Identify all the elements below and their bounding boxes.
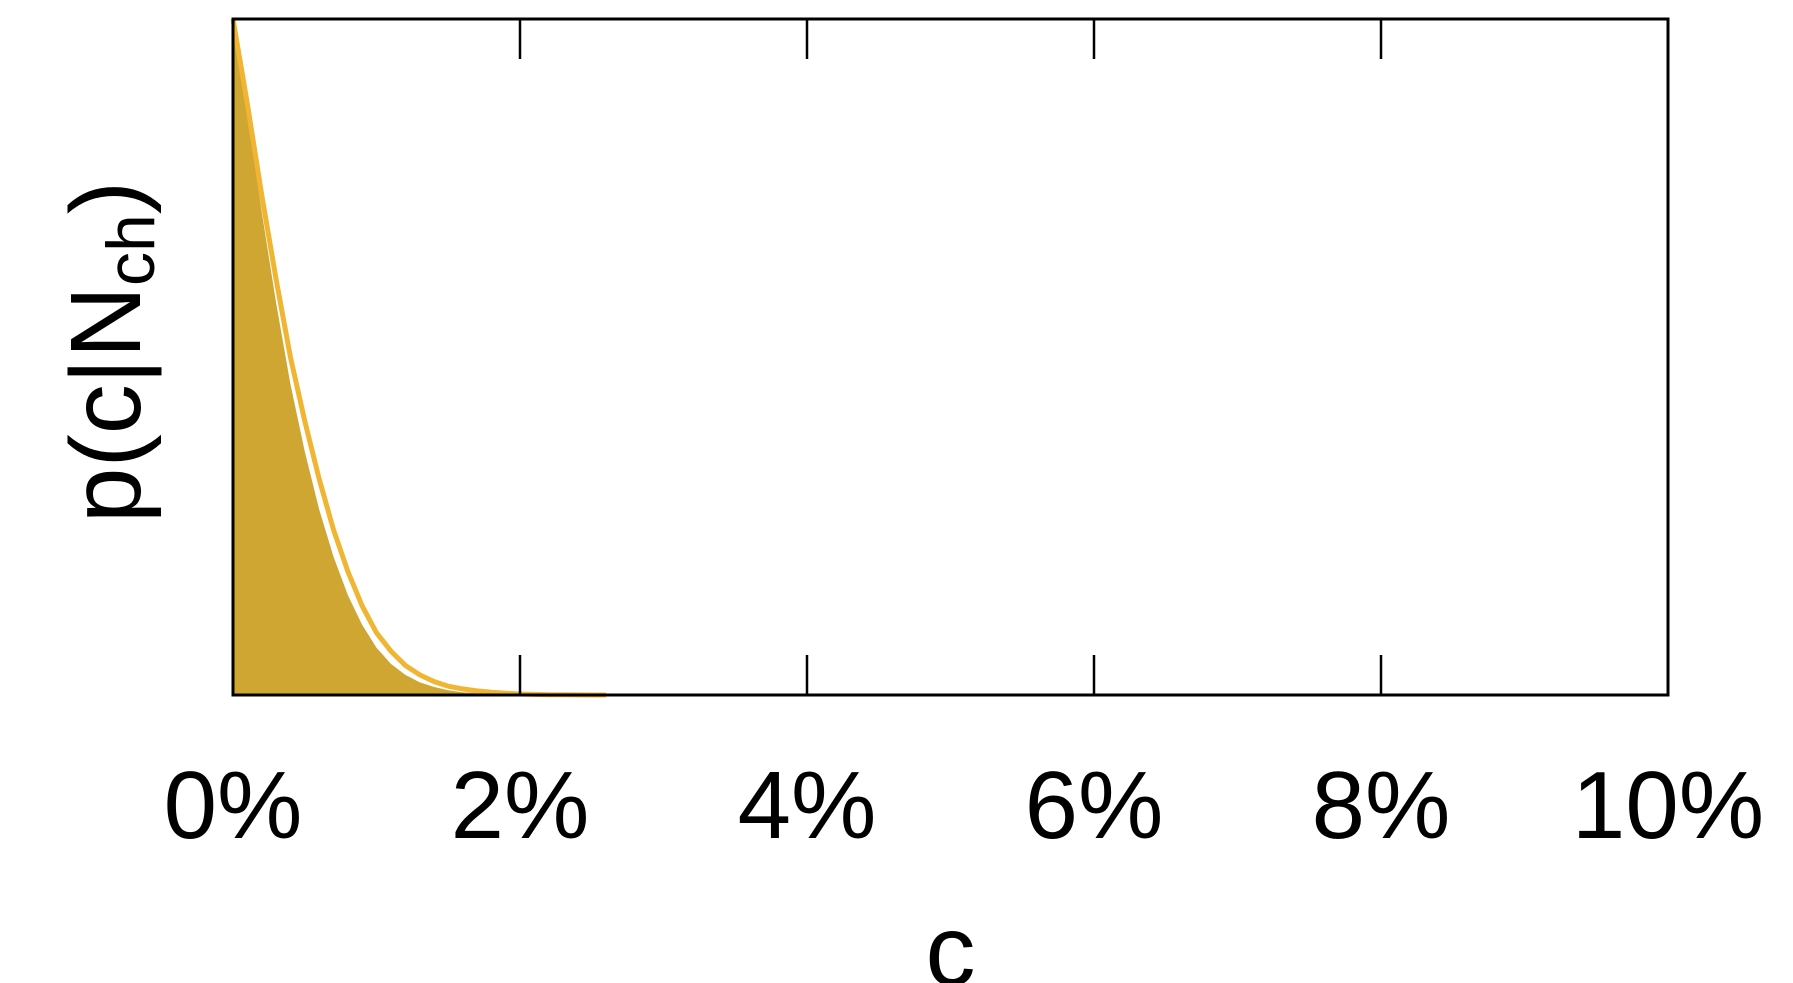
x-tick-labels: 0% 2% 4% 6% 8% 10% bbox=[164, 752, 1764, 859]
x-tick-label: 4% bbox=[738, 752, 877, 859]
data-layer bbox=[230, 18, 607, 698]
plot-frame bbox=[231, 17, 1670, 697]
y-axis-label: p(c|Nch) bbox=[50, 181, 169, 523]
x-tick-label: 8% bbox=[1312, 752, 1451, 859]
y-axis-label-main: p(c|N bbox=[50, 286, 162, 523]
x-tick-label: 10% bbox=[1572, 752, 1764, 859]
distribution-area bbox=[233, 19, 607, 695]
x-tick-label: 2% bbox=[451, 752, 590, 859]
x-tick-label: 0% bbox=[164, 752, 303, 859]
tick-marks bbox=[518, 19, 1383, 695]
x-tick-label: 6% bbox=[1025, 752, 1164, 859]
x-axis-label: c bbox=[926, 895, 976, 983]
y-axis-label-close: ) bbox=[50, 181, 162, 214]
y-axis-label-subscript: ch bbox=[93, 214, 169, 286]
